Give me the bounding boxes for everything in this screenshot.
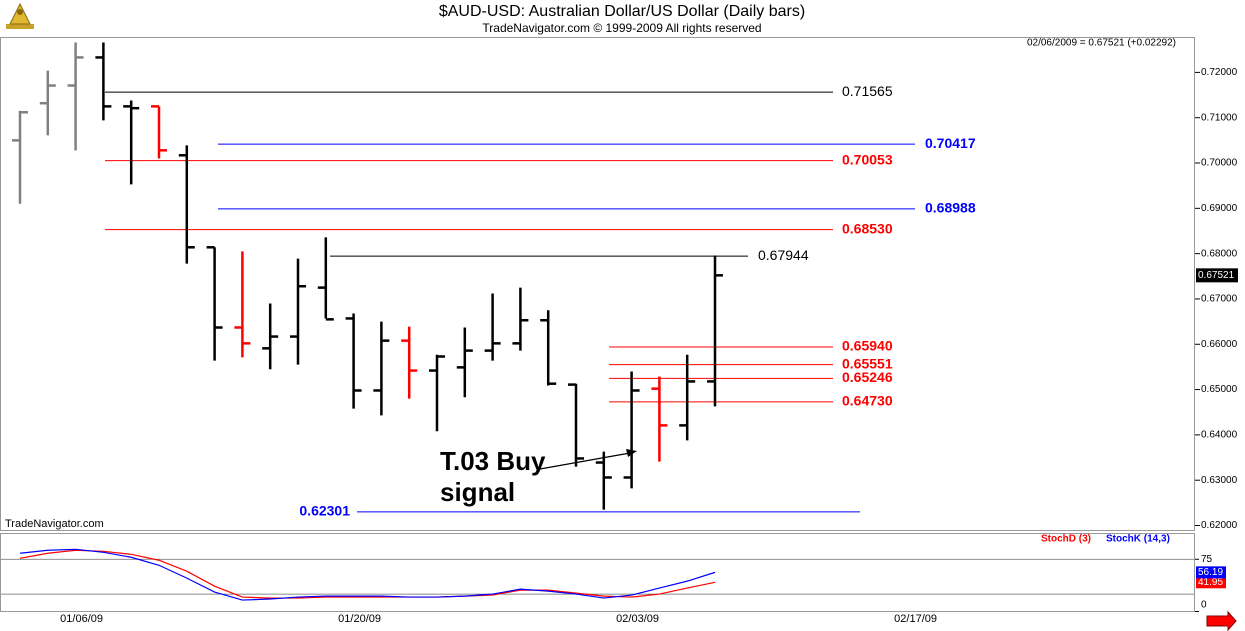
level-label: 0.62301 [299, 503, 350, 519]
level-label: 0.68988 [925, 200, 976, 216]
y-tick-label: 75 [1201, 554, 1213, 565]
chart-title: $AUD-USD: Australian Dollar/US Dollar (D… [439, 3, 805, 20]
watermark: TradeNavigator.com [5, 518, 104, 530]
level-label: 0.70053 [842, 151, 893, 167]
value-box [1196, 566, 1226, 579]
x-tick-label: 01/06/09 [60, 613, 103, 625]
subtitle: TradeNavigator.com © 1999-2009 All right… [482, 21, 761, 35]
legend-entry: StochD (3) [1041, 534, 1091, 545]
level-label: 0.65551 [842, 355, 893, 371]
stoch-panel [0, 533, 1195, 612]
annotation: T.03 Buy [440, 446, 546, 476]
level-label: 0.70417 [925, 135, 976, 151]
scroll-arrow[interactable] [1206, 610, 1237, 631]
value-label: 56.19 [1198, 567, 1223, 578]
stoch-line [19, 549, 716, 599]
level-label: 0.67944 [758, 247, 809, 263]
y-tick-label: 0 [1201, 600, 1207, 611]
x-tick-label: 02/17/09 [894, 613, 937, 625]
y-tick-label: 0.71000 [1201, 112, 1238, 123]
y-tick-label: 0.66000 [1201, 339, 1238, 350]
y-tick-label: 0.68000 [1201, 248, 1238, 259]
x-tick-label: 02/03/09 [616, 613, 659, 625]
level-label: 0.65246 [842, 369, 893, 385]
y-tick-label: 0.72000 [1201, 67, 1238, 78]
y-tick-label: 0.67000 [1201, 294, 1238, 305]
y-tick-label: 0.70000 [1201, 158, 1238, 169]
y-tick-label: 0.64000 [1201, 430, 1238, 441]
annotation: signal [440, 477, 515, 507]
x-tick-label: 01/20/09 [338, 613, 381, 625]
last-price-box [1196, 268, 1238, 283]
level-label: 0.71565 [842, 83, 893, 99]
stoch-line [19, 548, 716, 601]
info: 02/06/2009 = 0.67521 (+0.02292) [1027, 38, 1176, 49]
level-label: 0.65940 [842, 338, 893, 354]
value-label: 41.95 [1198, 577, 1223, 588]
logo [6, 2, 34, 29]
y-tick-label: 0.69000 [1201, 203, 1238, 214]
price-panel [0, 37, 1195, 531]
level-label: 0.64730 [842, 393, 893, 409]
value-box [1196, 576, 1226, 589]
level-label: 0.68530 [842, 220, 893, 236]
last-price: 0.67521 [1198, 270, 1235, 281]
y-tick-label: 0.62000 [1201, 520, 1238, 531]
y-tick-label: 0.65000 [1201, 384, 1238, 395]
legend-entry: StochK (14,3) [1106, 534, 1170, 545]
y-tick-label: 0.63000 [1201, 475, 1238, 486]
